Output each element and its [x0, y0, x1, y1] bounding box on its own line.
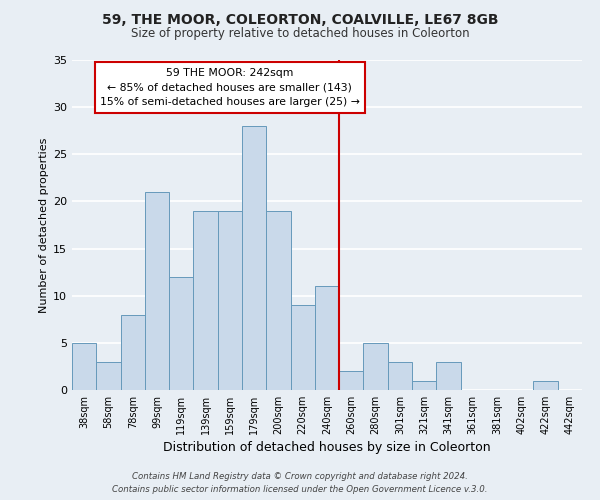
Bar — [242, 126, 266, 390]
Bar — [193, 211, 218, 390]
Bar — [96, 362, 121, 390]
Text: Size of property relative to detached houses in Coleorton: Size of property relative to detached ho… — [131, 28, 469, 40]
Bar — [388, 362, 412, 390]
Bar — [533, 380, 558, 390]
Bar — [436, 362, 461, 390]
Bar — [315, 286, 339, 390]
Text: 59, THE MOOR, COLEORTON, COALVILLE, LE67 8GB: 59, THE MOOR, COLEORTON, COALVILLE, LE67… — [102, 12, 498, 26]
Bar — [266, 211, 290, 390]
Bar — [412, 380, 436, 390]
Bar — [339, 371, 364, 390]
Text: Contains HM Land Registry data © Crown copyright and database right 2024.
Contai: Contains HM Land Registry data © Crown c… — [112, 472, 488, 494]
Bar — [290, 305, 315, 390]
Bar — [364, 343, 388, 390]
Bar — [218, 211, 242, 390]
Bar — [121, 314, 145, 390]
Bar — [145, 192, 169, 390]
Bar — [169, 277, 193, 390]
Text: 59 THE MOOR: 242sqm
← 85% of detached houses are smaller (143)
15% of semi-detac: 59 THE MOOR: 242sqm ← 85% of detached ho… — [100, 68, 360, 107]
Y-axis label: Number of detached properties: Number of detached properties — [39, 138, 49, 312]
Bar — [72, 343, 96, 390]
X-axis label: Distribution of detached houses by size in Coleorton: Distribution of detached houses by size … — [163, 441, 491, 454]
